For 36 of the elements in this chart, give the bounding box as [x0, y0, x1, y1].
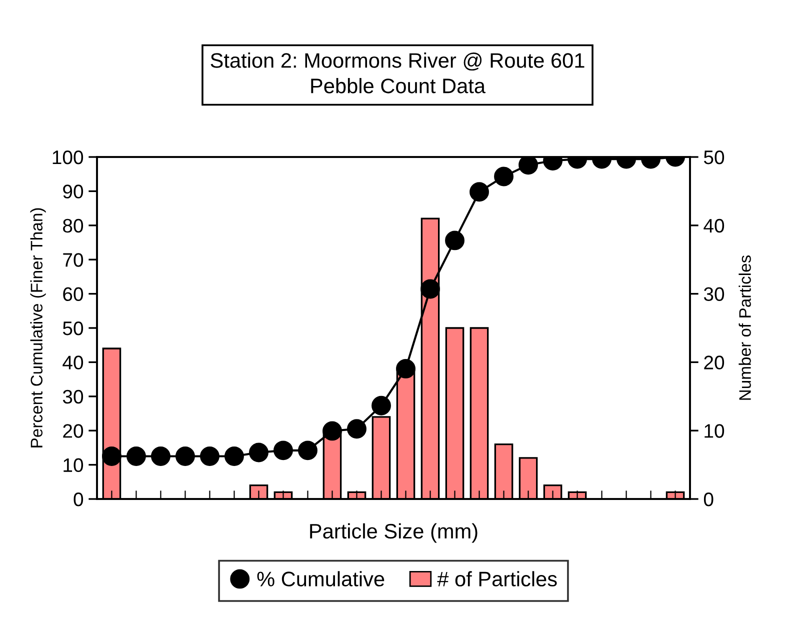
y-tick-label: 40 — [62, 356, 84, 370]
y-tick-label: 10 — [64, 458, 84, 472]
y-axis-title: Percent Cumulative (Finer Than) — [30, 208, 46, 448]
legend-label: # of Particles — [437, 571, 557, 586]
y-tick-label: 60 — [63, 287, 84, 302]
point — [200, 446, 220, 466]
point — [249, 442, 268, 462]
point — [372, 396, 391, 416]
point — [322, 421, 342, 441]
y-tick-label: 20 — [63, 424, 84, 438]
y-tick-label: 50 — [62, 321, 84, 336]
point — [102, 446, 122, 466]
y2-tick-label: 50 — [704, 150, 724, 164]
y2-tick-label: 40 — [704, 218, 724, 233]
y-tick-label: 90 — [63, 184, 84, 198]
y2-axis-title: Number of Particles — [738, 255, 751, 400]
point — [126, 446, 146, 466]
point — [150, 446, 170, 466]
x-axis-title: Particle Size (mm) — [310, 523, 478, 543]
y2-tick-label: 10 — [704, 424, 724, 438]
y-tick-label: 80 — [63, 218, 84, 233]
point — [298, 440, 318, 460]
y2-tick-label: 0 — [704, 492, 714, 506]
chart-title: Station 2: Moormons River @ Route 601 Pebble Count Data — [210, 52, 584, 94]
y-tick-label: 30 — [62, 390, 84, 404]
point — [274, 440, 293, 460]
y-tick-label: 100 — [52, 150, 84, 164]
point — [347, 419, 366, 439]
legend-label: % Cumulative — [257, 571, 384, 586]
y2-tick-label: 20 — [704, 356, 724, 370]
y2-tick-label: 30 — [704, 287, 724, 302]
y-tick-label: 70 — [63, 253, 84, 267]
point — [224, 446, 244, 466]
point — [175, 446, 195, 466]
y-tick-label: 0 — [74, 492, 84, 506]
point — [396, 358, 416, 378]
